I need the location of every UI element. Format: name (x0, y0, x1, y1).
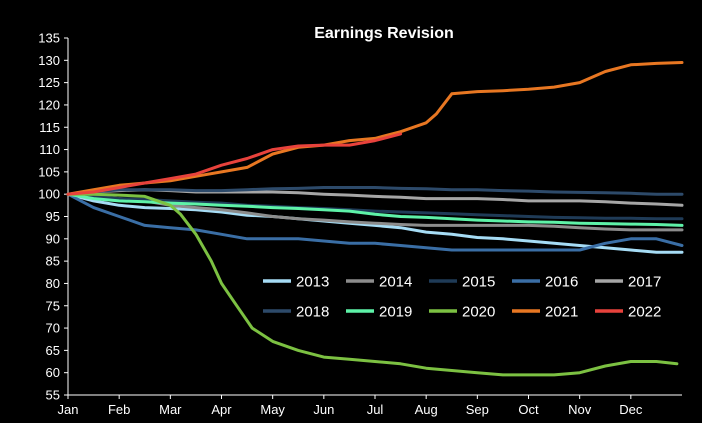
legend: 2013 2014 2015 2016 2017 2018 2019 2020 2021 2022 (263, 274, 661, 321)
series-line-2020 (66, 192, 679, 377)
series-line-2013 (66, 192, 684, 254)
y-tick-label: 130 (38, 53, 60, 68)
x-tick-label: Jul (367, 402, 384, 417)
x-tick-label: Feb (108, 402, 130, 417)
series-line-2015 (66, 192, 684, 221)
legend-label-2019: 2019 (379, 304, 412, 321)
y-tick-label: 85 (46, 254, 60, 269)
y-tick-label: 80 (46, 276, 60, 291)
x-tick-label: Aug (415, 402, 438, 417)
x-tick-label: May (260, 402, 285, 417)
legend-label-2015: 2015 (462, 274, 495, 291)
x-tick-label: Nov (568, 402, 592, 417)
x-axis-ticks: Jan Feb Mar Apr May Jun Jul Aug Sep Oct Nov Dec (58, 395, 643, 417)
legend-label-2016: 2016 (545, 274, 578, 291)
series-lines (66, 61, 684, 377)
y-tick-label: 125 (38, 75, 60, 90)
y-tick-label: 70 (46, 321, 60, 336)
legend-label-2017: 2017 (628, 274, 661, 291)
legend-label-2013: 2013 (296, 274, 329, 291)
x-tick-label: Sep (466, 402, 489, 417)
legend-label-2018: 2018 (296, 304, 329, 321)
series-line-2021 (66, 61, 684, 196)
x-tick-label: Dec (619, 402, 643, 417)
x-tick-label: Jun (313, 402, 334, 417)
x-tick-label: Jan (58, 402, 79, 417)
legend-label-2014: 2014 (379, 274, 412, 291)
series-line-2018 (66, 186, 684, 196)
y-tick-label: 110 (39, 142, 60, 157)
legend-label-2021: 2021 (545, 304, 578, 321)
y-tick-label: 100 (38, 187, 60, 202)
y-tick-label: 90 (46, 231, 60, 246)
y-tick-label: 115 (39, 120, 60, 135)
legend-label-2022: 2022 (628, 304, 661, 321)
x-tick-label: Oct (518, 402, 539, 417)
chart-title: Earnings Revision (314, 25, 454, 42)
y-tick-label: 105 (38, 164, 60, 179)
y-axis-ticks: 55 60 65 70 75 80 85 90 95 100 105 110 115 120 125 130 1… (38, 31, 68, 403)
x-tick-label: Mar (159, 402, 182, 417)
y-tick-label: 55 (46, 388, 60, 403)
series-line-2022 (66, 132, 403, 196)
y-tick-label: 75 (46, 298, 60, 313)
y-tick-label: 95 (46, 209, 60, 224)
series-line-2019 (66, 192, 684, 227)
x-tick-label: Apr (211, 402, 232, 417)
y-tick-label: 135 (38, 31, 60, 46)
series-line-2016 (66, 192, 684, 252)
y-tick-label: 60 (46, 365, 60, 380)
y-tick-label: 65 (46, 343, 60, 358)
y-tick-label: 120 (38, 97, 60, 112)
legend-label-2020: 2020 (462, 304, 495, 321)
